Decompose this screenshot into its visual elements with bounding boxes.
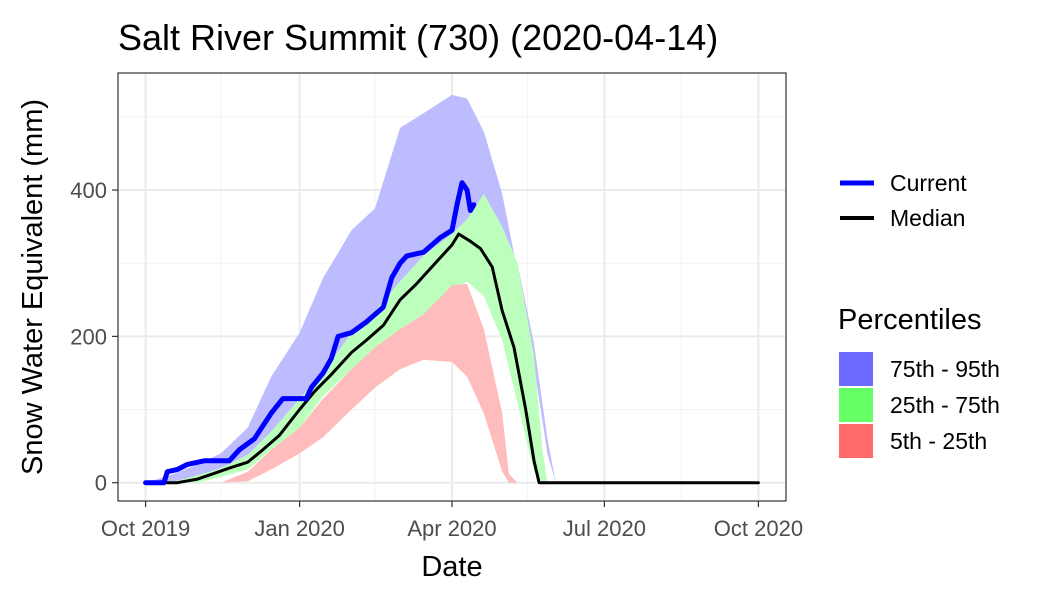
band-75th-95th: [145, 94, 556, 483]
legend-label-75-95: 75th - 95th: [890, 356, 1000, 382]
y-tick-label: 200: [70, 324, 107, 349]
x-tick-label: Oct 2019: [101, 516, 190, 541]
legend-label-5-25: 5th - 25th: [890, 428, 987, 454]
y-tick-label: 0: [95, 471, 107, 496]
legend-swatch-5-25: [839, 424, 873, 458]
y-axis: 0 200 400: [70, 178, 118, 496]
legend-swatch-25-75: [839, 388, 873, 422]
legend-label-median: Median: [890, 205, 965, 231]
x-axis: Oct 2019 Jan 2020 Apr 2020 Jul 2020 Oct 2020: [101, 501, 803, 541]
series-median: [144, 232, 760, 485]
series-current: [143, 180, 477, 486]
y-axis-title: Snow Water Equivalent (mm): [17, 99, 49, 475]
legend-label-current: Current: [890, 170, 967, 196]
y-tick-label: 400: [70, 178, 107, 203]
plot-panel: [117, 72, 787, 502]
legend-title-percentiles: Percentiles: [838, 304, 981, 336]
chart-title: Salt River Summit (730) (2020-04-14): [118, 17, 718, 58]
x-tick-label: Jan 2020: [254, 516, 345, 541]
x-tick-label: Oct 2020: [714, 516, 803, 541]
x-tick-label: Apr 2020: [407, 516, 496, 541]
percentile-bands: [145, 94, 556, 483]
x-axis-title: Date: [421, 551, 482, 583]
band-5th-25th: [145, 283, 518, 483]
band-25th-75th: [145, 193, 548, 483]
series-lines: [143, 180, 760, 486]
legend: Current Median Percentiles 75th - 95th 2…: [838, 170, 1000, 458]
legend-swatch-75-95: [839, 352, 873, 386]
x-tick-label: Jul 2020: [563, 516, 646, 541]
legend-label-25-75: 25th - 75th: [890, 392, 1000, 418]
